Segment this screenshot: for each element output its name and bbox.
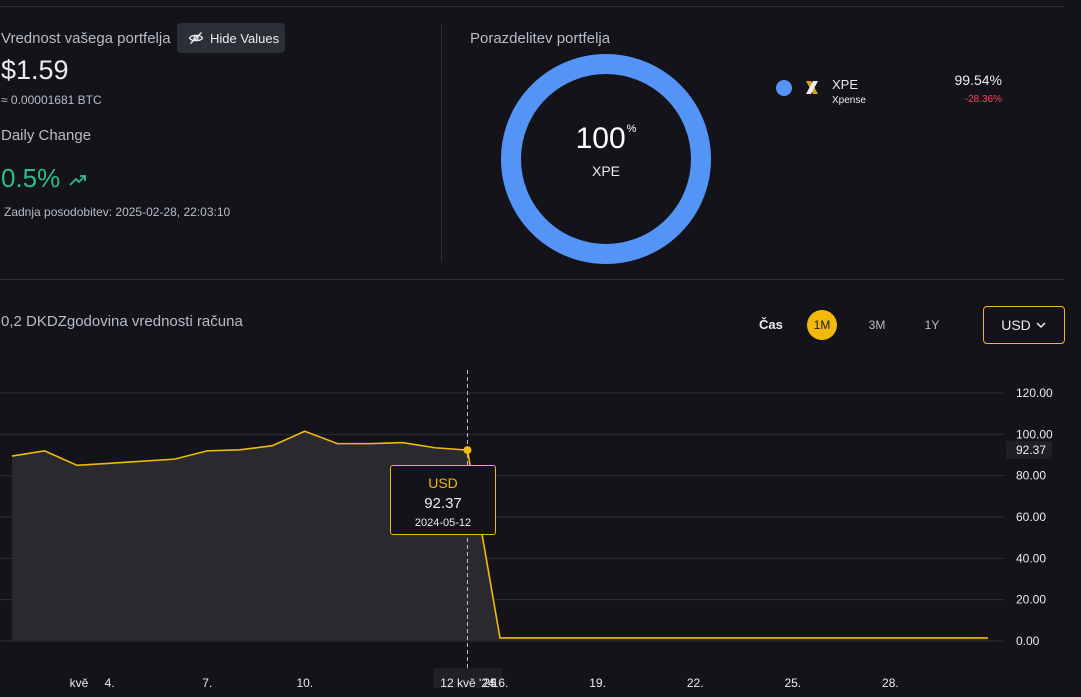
y-tick-label: 60.00 [1016,510,1046,524]
last-value-label: 92.37 [1016,443,1046,457]
x-tick-label: 4. [105,676,115,690]
donut-center-symbol: XPE [591,163,620,179]
y-tick-label: 0.00 [1016,634,1040,648]
allocation-donut[interactable] [500,53,712,265]
x-tick-label: 25 [483,676,497,690]
trend-up-icon [69,174,87,186]
data-point[interactable] [463,446,472,455]
legend-asset-name: Xpense [832,95,866,106]
vertical-divider [441,24,442,262]
x-tick-label: 19. [589,676,606,690]
x-tick-highlight [433,668,502,688]
daily-change-label: Daily Change [1,127,92,144]
range-1m-button[interactable]: 1M [807,310,837,340]
legend-change: -28.36% [964,94,1002,105]
daily-change-row: 0.5% [1,163,88,194]
y-tick-label: 120.00 [1016,386,1053,400]
y-tick-label: 40.00 [1016,551,1046,565]
x-tick-label: 7. [202,676,212,690]
donut-percent-sign: % [626,123,637,135]
x-tick-label: 25. [784,676,801,690]
x-tick-label: 16. [492,676,509,690]
y-tick-label: 20.00 [1016,593,1046,607]
x-tick-label: kvě [70,676,89,690]
portfolio-value-label: Vrednost vašega portfelja [1,30,171,47]
history-title: 0,2 DKDZgodovina vrednosti računa [1,313,243,330]
allocation-title: Porazdelitev portfelja [470,30,611,47]
currency-select-value: USD [1001,317,1031,333]
hide-values-button[interactable]: Hide Values [177,23,285,53]
tooltip-currency: USD [428,475,458,491]
legend-symbol[interactable]: XPE [832,77,859,92]
portfolio-btc-value: ≈ 0.00001681 BTC [1,93,102,107]
y-tick-label: 100.00 [1016,427,1053,441]
x-tick-label: 10. [296,676,313,690]
currency-select[interactable]: USD [983,306,1065,344]
tooltip-value: 92.37 [424,495,462,512]
last-update-timestamp: Zadnja posodobitev: 2025-02-28, 22:03:10 [4,205,231,219]
donut-percent-value: 100 [575,122,626,155]
xpense-logo-icon [806,81,818,94]
legend-share: 99.54% [954,72,1002,88]
x-tick-label: 28. [882,676,899,690]
legend-color-dot [776,80,792,96]
time-range-label: Čas [759,317,783,332]
range-3m-button[interactable]: 3M [868,318,886,332]
daily-change-value: 0.5% [1,163,61,193]
last-value-box [1006,441,1052,460]
range-1y-button[interactable]: 1Y [924,318,940,332]
account-value-chart[interactable]: 120.00 100.00 80.00 60.00 40.00 20.00 0.00 92.3… [0,360,1081,697]
section-divider [0,279,1064,280]
top-divider [0,6,1064,7]
donut-slice-xpe [501,54,711,264]
eye-off-icon [188,32,204,44]
value-line [11,430,988,639]
x-tick-label: 22. [687,676,704,690]
chevron-down-icon [1036,322,1046,329]
donut-center-percent: 100% [500,122,712,156]
value-area [12,431,988,641]
x-tick-label: 12 kvě '24 [440,676,495,690]
chart-tooltip: USD 92.37 2024-05-12 [390,465,496,535]
y-tick-label: 80.00 [1016,469,1046,483]
portfolio-value: $1.59 [1,55,69,85]
tooltip-date: 2024-05-12 [414,517,472,529]
hide-values-label: Hide Values [210,30,280,46]
